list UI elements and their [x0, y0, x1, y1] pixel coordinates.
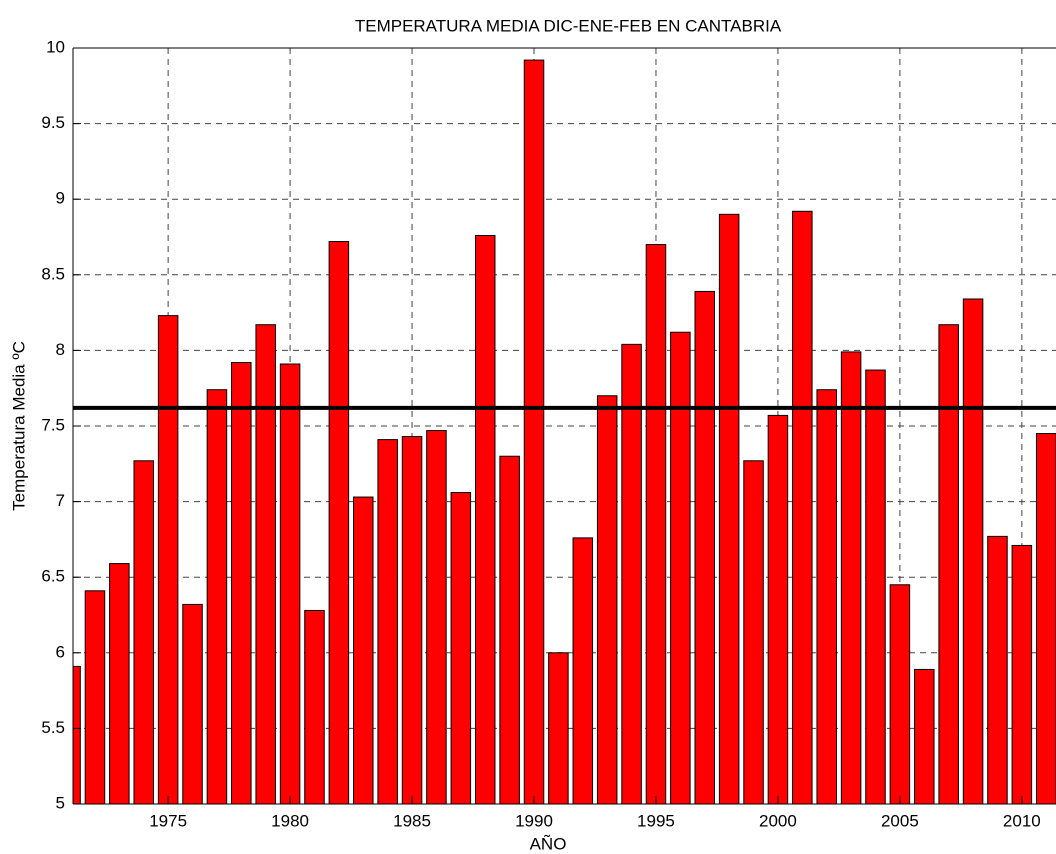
bar	[401, 436, 423, 804]
y-tick-label: 10	[46, 37, 65, 56]
bar	[694, 290, 716, 804]
x-tick-label: 1980	[271, 811, 309, 830]
bar	[865, 369, 886, 804]
bar	[450, 492, 472, 804]
bar	[377, 439, 398, 804]
bar	[182, 603, 203, 804]
x-axis-label: AÑO	[530, 834, 567, 853]
bar	[816, 389, 837, 804]
bar	[572, 537, 594, 804]
y-tick-label: 5	[56, 793, 65, 812]
y-tick-label: 6.5	[41, 567, 65, 586]
y-tick-label: 6	[56, 642, 65, 661]
bar	[206, 389, 228, 804]
bar	[279, 363, 301, 804]
bar	[133, 460, 154, 804]
bar	[353, 496, 374, 804]
bar	[645, 244, 667, 804]
y-tick-label: 9.5	[41, 113, 65, 132]
y-tick-label: 9	[56, 189, 65, 208]
bar	[474, 234, 496, 804]
bar	[73, 665, 81, 804]
bar	[987, 535, 1008, 804]
bar	[840, 351, 862, 804]
bar	[523, 59, 545, 804]
x-tick-label: 2010	[1003, 811, 1041, 830]
bar	[962, 298, 984, 804]
bar	[889, 584, 911, 804]
bar	[767, 414, 789, 804]
x-tick-label: 1990	[515, 811, 553, 830]
bar	[1035, 433, 1056, 804]
bar	[743, 460, 764, 804]
y-tick-label: 7	[56, 491, 65, 510]
bar	[255, 324, 276, 804]
x-tick-label: 1985	[393, 811, 431, 830]
bars	[73, 59, 1056, 804]
bar	[914, 668, 935, 804]
x-tick-label: 2000	[759, 811, 797, 830]
y-tick-label: 8.5	[41, 264, 65, 283]
bar	[231, 361, 252, 804]
bar	[84, 590, 106, 804]
bar	[938, 324, 959, 804]
y-tick-label: 8	[56, 340, 65, 359]
bar	[499, 455, 520, 804]
bar	[548, 652, 569, 804]
y-tick-label: 7.5	[41, 415, 65, 434]
bar	[718, 213, 740, 804]
x-tick-label: 2005	[881, 811, 919, 830]
bar	[328, 241, 350, 804]
bar	[596, 395, 618, 804]
bar	[157, 315, 179, 804]
bar	[426, 430, 447, 804]
chart-title: TEMPERATURA MEDIA DIC-ENE-FEB EN CANTABR…	[355, 16, 782, 35]
bar	[670, 331, 691, 804]
bar	[621, 343, 642, 804]
bar	[1011, 544, 1033, 804]
x-tick-label: 1995	[637, 811, 675, 830]
bar	[792, 210, 813, 804]
x-tick-label: 1975	[149, 811, 187, 830]
bar	[109, 563, 130, 804]
y-tick-label: 5.5	[41, 718, 65, 737]
bar	[304, 609, 325, 804]
y-axis-label: Temperatura Media ºC	[9, 341, 28, 511]
